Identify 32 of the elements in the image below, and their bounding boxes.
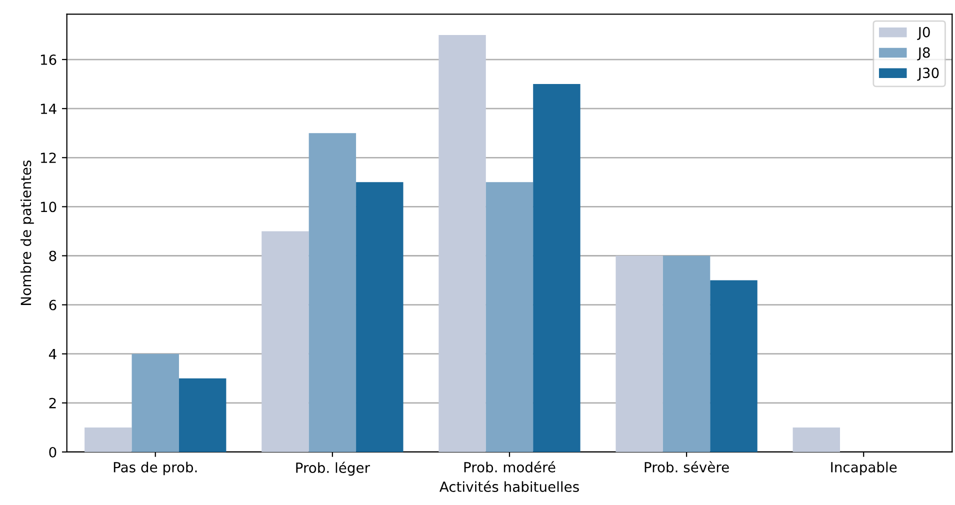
- y-tick-label: 12: [40, 152, 56, 163]
- bar: [262, 231, 309, 452]
- bar: [84, 427, 132, 452]
- x-tick-label: Prob. modéré: [464, 461, 556, 472]
- bar: [662, 256, 710, 452]
- y-tick-label: 16: [40, 54, 56, 65]
- y-tick-label: 2: [49, 398, 56, 408]
- bar: [533, 84, 580, 452]
- bar: [486, 182, 534, 452]
- bar: [616, 256, 663, 452]
- bar: [308, 133, 356, 452]
- y-tick-label: 0: [49, 446, 56, 458]
- legend-label: J0: [917, 26, 930, 40]
- x-tick-label: Prob. sévère: [644, 461, 729, 472]
- y-tick-label: 10: [40, 202, 56, 212]
- y-tick-label: 14: [40, 104, 56, 114]
- x-tick-label: Incapable: [831, 462, 897, 476]
- y-tick-label: 6: [49, 300, 56, 310]
- x-tick-label: Prob. léger: [296, 462, 370, 476]
- bar: [132, 354, 179, 452]
- legend-label: J8: [917, 47, 930, 60]
- y-tick-label: 8: [49, 250, 56, 262]
- bar: [178, 378, 226, 452]
- y-tick-label: 4: [48, 349, 56, 360]
- bar: [792, 427, 840, 452]
- bar: [438, 34, 486, 452]
- x-tick-label: Pas de prob.: [114, 462, 197, 476]
- x-axis-title: Activités habituelles: [440, 480, 579, 492]
- bar: [356, 182, 404, 452]
- legend-label: J30: [917, 68, 939, 81]
- y-axis-title: Nombre de patientes: [20, 160, 34, 305]
- bar: [710, 280, 758, 452]
